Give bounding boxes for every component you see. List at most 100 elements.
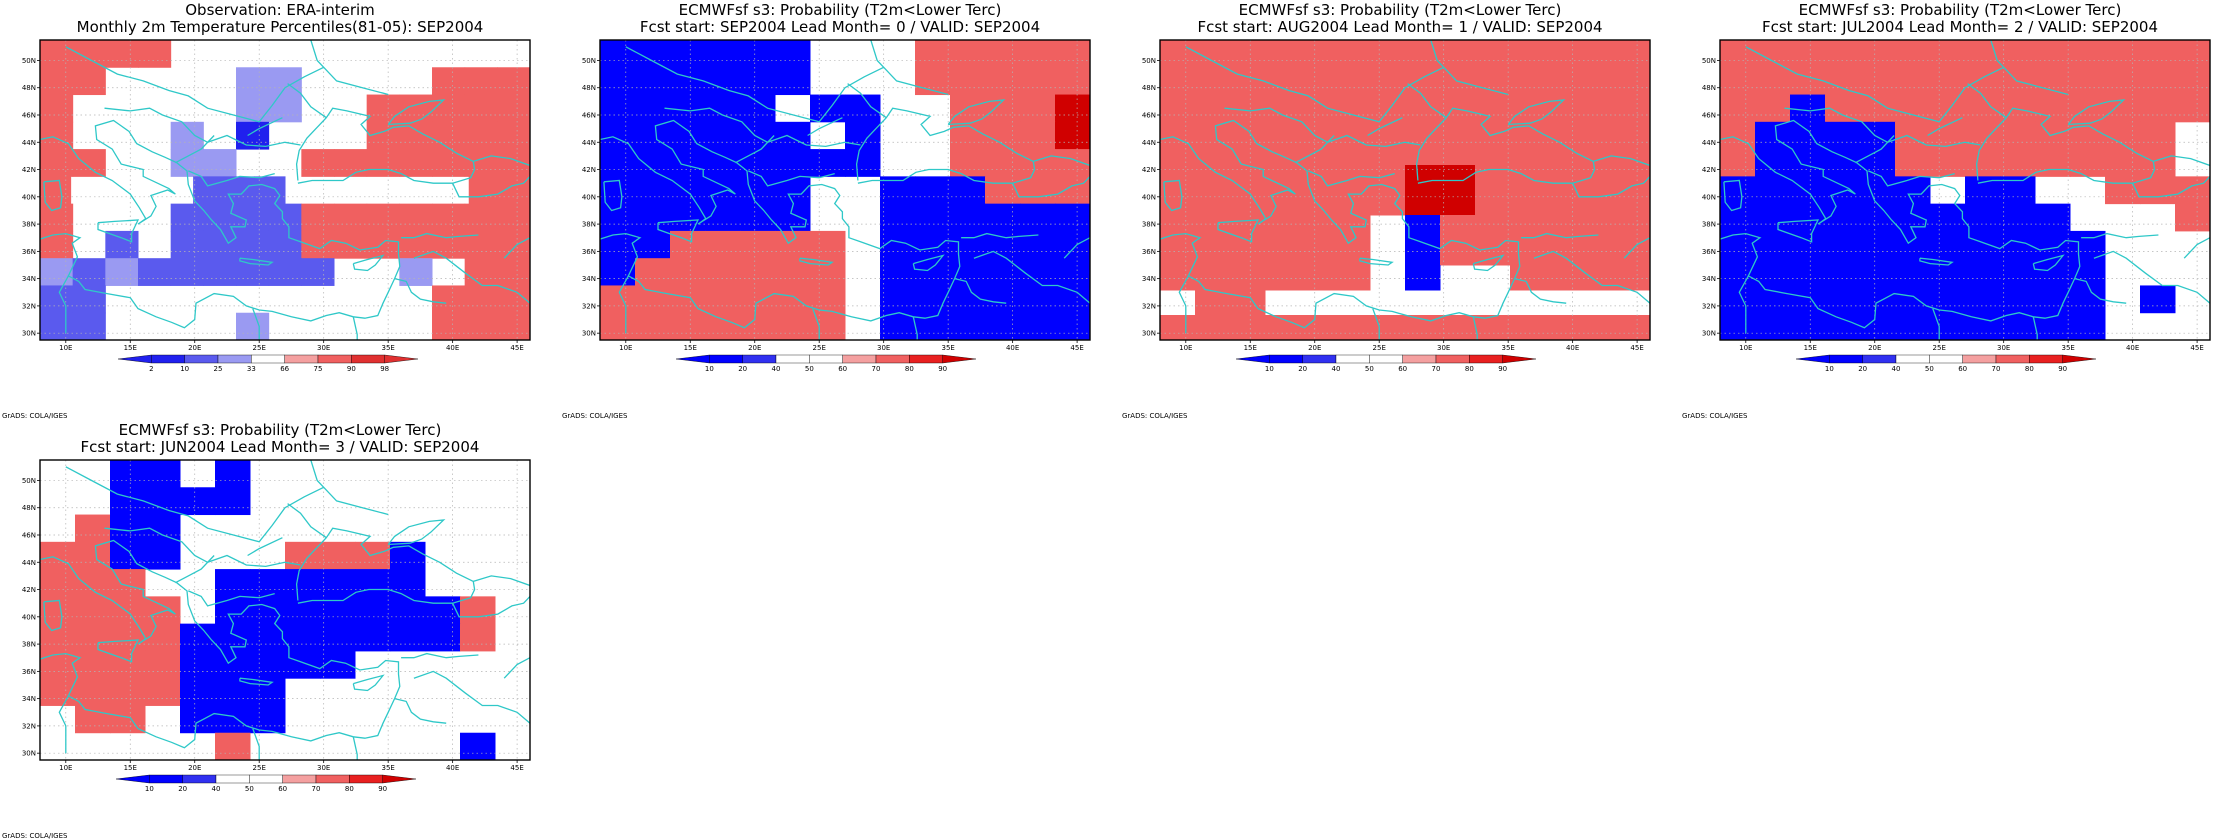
colorbar-segment: [215, 774, 250, 784]
coastline: [252, 308, 260, 340]
coastline: [1975, 107, 2156, 184]
colorbar-segment: [349, 774, 383, 784]
grid-cell: [1300, 140, 1336, 166]
coastline: [1185, 46, 1444, 123]
grid-cell: [1405, 90, 1441, 116]
grid-cell: [1195, 140, 1231, 166]
grid-cell: [1860, 67, 1896, 96]
grid-cell: [203, 149, 237, 177]
grid-cell: [1195, 115, 1231, 141]
grid-cell: [1265, 165, 1301, 191]
panel-title-line-2: Fcst start: AUG2004 Lead Month= 1 / VALI…: [1197, 18, 1603, 36]
grid-cell: [1930, 203, 1966, 232]
grid-cell: [950, 312, 986, 341]
lat-tick-label: 50N: [22, 57, 36, 65]
grid-cell: [301, 230, 335, 259]
coastline: [104, 107, 301, 148]
coastline: [1367, 117, 1403, 137]
grid-cell: [1300, 90, 1336, 116]
colorbar-segment: [1962, 354, 1997, 364]
coastline: [2153, 155, 2210, 167]
colorbar-segment: [1829, 354, 1863, 364]
graticule: [1160, 40, 1650, 340]
coastline: [287, 83, 327, 119]
grid-cell: [1195, 290, 1231, 316]
colorbar-label: 70: [312, 785, 321, 793]
grid-cell: [1020, 40, 1056, 68]
grid-cell: [170, 121, 204, 150]
coastline: [2067, 99, 2126, 126]
grid-cell: [740, 176, 776, 205]
lon-tick-label: 35E: [381, 764, 394, 772]
lat-tick-label: 30N: [22, 330, 36, 338]
grid-cell: [1580, 315, 1616, 341]
coastline: [748, 170, 835, 187]
lon-tick-label: 45E: [1070, 344, 1083, 352]
colorbar-segment: [1895, 354, 1930, 364]
grid-cell: [1405, 240, 1441, 266]
grid-cell: [236, 230, 270, 259]
grid-cell: [600, 94, 636, 123]
lat-tick-label: 38N: [1142, 221, 1156, 229]
grid-cell: [2035, 94, 2071, 123]
grid-cell: [1755, 67, 1791, 96]
grid-cell: [1370, 40, 1406, 66]
grid-cell: [40, 40, 74, 68]
grid-cell: [236, 94, 270, 123]
grid-cell: [775, 285, 811, 314]
grid-cell: [1300, 265, 1336, 291]
grid-cell: [740, 40, 776, 68]
grid-cell: [2000, 121, 2036, 150]
grid-cell: [1615, 190, 1651, 216]
grid-cell: [2175, 40, 2211, 68]
grid-cell: [1020, 285, 1056, 314]
coastline: [1507, 99, 1566, 126]
grid-cell: [72, 312, 106, 341]
grid-cell: [40, 149, 74, 177]
coastline: [352, 674, 385, 692]
panel-title-line-2: Fcst start: JUN2004 Lead Month= 3 / VALI…: [80, 438, 480, 456]
colorbar-segment: [1269, 354, 1303, 364]
grid-cell: [1860, 258, 1896, 286]
grid-cell: [1615, 315, 1651, 341]
lat-tick-label: 48N: [582, 84, 596, 92]
grid-cell: [1790, 40, 1826, 68]
grid-cell: [1440, 115, 1476, 141]
colorbar-segment: [315, 774, 350, 784]
grid-cell: [110, 596, 146, 625]
coastline: [807, 117, 843, 137]
coastline: [1430, 40, 1509, 96]
grid-cell: [1895, 40, 1931, 68]
grid-cell: [775, 258, 811, 286]
grid-cell: [775, 67, 811, 96]
colorbar-label: 40: [212, 785, 221, 793]
grid-cell: [268, 94, 302, 123]
grid-cell: [1335, 115, 1371, 141]
lat-tick-label: 34N: [582, 275, 596, 283]
lon-tick-label: 20E: [188, 344, 201, 352]
coastline: [1295, 135, 1335, 164]
grid-cell: [1825, 230, 1861, 259]
grid-cell: [1335, 40, 1371, 66]
coastline: [473, 575, 530, 587]
colorbar-segment: [1369, 354, 1403, 364]
colorbar-segment: [809, 354, 843, 364]
panel-title-line-2: Fcst start: JUL2004 Lead Month= 2 / VALI…: [1761, 18, 2159, 36]
grid-cell: [105, 40, 139, 68]
grid-cell: [1825, 40, 1861, 68]
coastline: [1777, 219, 1820, 243]
grid-cell: [1720, 94, 1756, 123]
grid-cell: [2035, 230, 2071, 259]
lat-tick-label: 34N: [1142, 275, 1156, 283]
grid-cell: [464, 149, 498, 177]
grid-cell: [268, 258, 302, 286]
grid-cell: [285, 569, 321, 597]
colorbar-label: 60: [278, 785, 287, 793]
grid-cell: [1055, 312, 1091, 341]
grid-cell: [2070, 312, 2106, 341]
grid-cell: [2105, 67, 2141, 96]
colorbar-label: 66: [280, 365, 289, 373]
lon-tick-label: 35E: [941, 344, 954, 352]
grid-cell: [460, 623, 496, 652]
grid-cell: [40, 569, 76, 597]
